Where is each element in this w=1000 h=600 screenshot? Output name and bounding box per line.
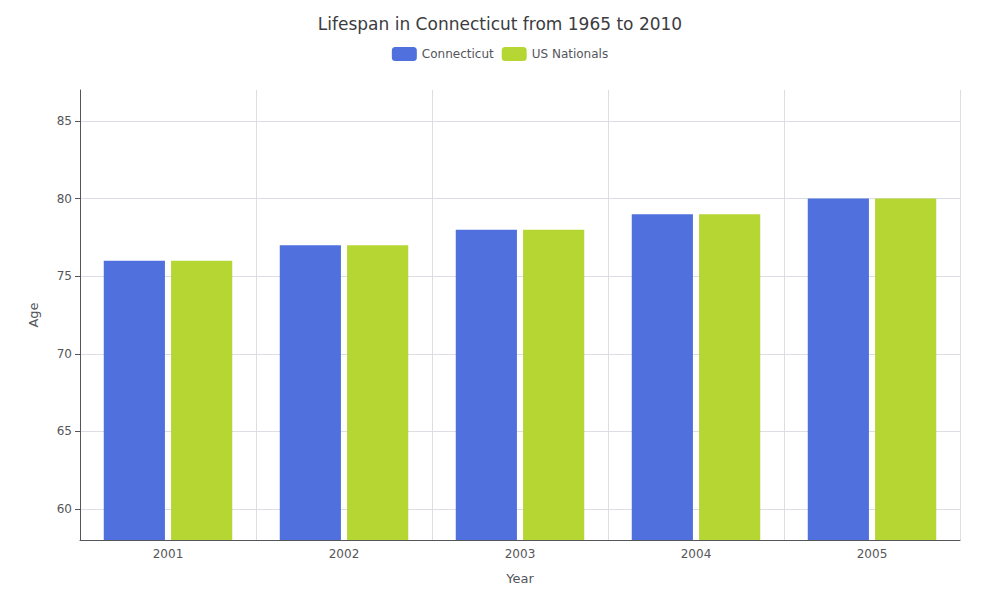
svg-text:85: 85	[57, 114, 72, 128]
svg-text:2002: 2002	[329, 547, 360, 561]
svg-text:65: 65	[57, 424, 72, 438]
svg-text:Year: Year	[505, 571, 534, 586]
svg-text:Age: Age	[26, 302, 41, 327]
svg-text:80: 80	[57, 192, 72, 206]
svg-text:2004: 2004	[681, 547, 712, 561]
svg-text:Connecticut: Connecticut	[422, 47, 494, 61]
svg-text:70: 70	[57, 347, 72, 361]
svg-text:Lifespan in Connecticut from 1: Lifespan in Connecticut from 1965 to 201…	[318, 14, 682, 34]
svg-text:US Nationals: US Nationals	[532, 47, 608, 61]
svg-text:2003: 2003	[505, 547, 536, 561]
svg-text:2001: 2001	[153, 547, 184, 561]
svg-text:60: 60	[57, 502, 72, 516]
svg-text:75: 75	[57, 269, 72, 283]
svg-text:2005: 2005	[857, 547, 888, 561]
